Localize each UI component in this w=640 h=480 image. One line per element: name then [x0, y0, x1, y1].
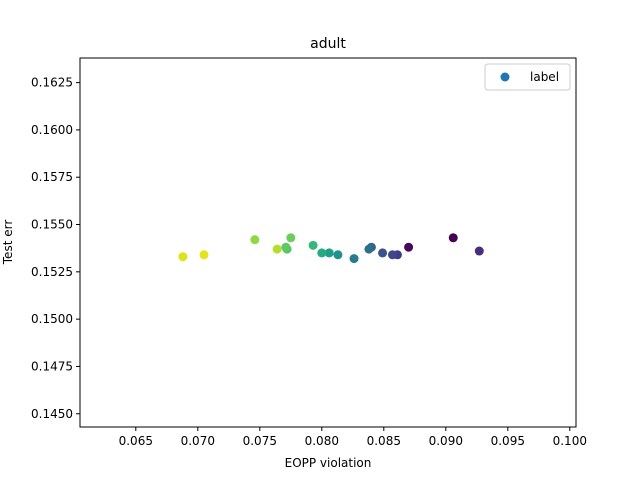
x-tick-label: 0.100 — [553, 434, 587, 448]
data-point — [199, 250, 209, 260]
y-tick-label: 0.1450 — [31, 407, 73, 421]
data-point — [286, 233, 296, 243]
data-point — [364, 244, 374, 254]
legend: label — [484, 63, 571, 91]
data-point — [272, 244, 282, 254]
y-tick-label: 0.1525 — [31, 265, 73, 279]
x-tick-label: 0.070 — [181, 434, 215, 448]
x-tick-label: 0.095 — [491, 434, 525, 448]
y-tick-label: 0.1500 — [31, 312, 73, 326]
data-point — [404, 242, 414, 252]
data-point — [281, 242, 291, 252]
data-point — [474, 246, 484, 256]
data-point — [378, 248, 388, 258]
plot-frame — [79, 57, 577, 428]
y-tick-label: 0.1600 — [31, 123, 73, 137]
y-axis-label: Test err — [1, 220, 15, 266]
data-point — [333, 250, 343, 260]
data-point — [178, 252, 188, 262]
x-tick-label: 0.075 — [243, 434, 277, 448]
data-points — [178, 233, 484, 264]
data-point — [349, 254, 359, 264]
data-point — [317, 248, 327, 258]
y-tick-label: 0.1550 — [31, 218, 73, 232]
data-point — [250, 235, 260, 245]
legend-label: label — [530, 70, 559, 84]
data-point — [387, 250, 397, 260]
x-tick-label: 0.080 — [305, 434, 339, 448]
legend-box — [484, 63, 571, 91]
data-point — [324, 248, 334, 258]
y-tick-label: 0.1475 — [31, 359, 73, 373]
y-axis-ticks: 0.1450 0.1475 0.1500 0.1525 0.1550 0.1575 0.16… — [31, 76, 80, 421]
data-point — [308, 240, 318, 250]
x-tick-label: 0.065 — [119, 434, 153, 448]
x-tick-label: 0.085 — [367, 434, 401, 448]
data-point — [448, 233, 458, 243]
legend-marker — [500, 72, 510, 82]
chart-title: adult — [310, 36, 346, 52]
x-axis-label: EOPP violation — [285, 456, 372, 470]
x-axis-ticks: 0.065 0.070 0.075 0.080 0.085 0.090 0.095 0.100 — [119, 427, 587, 448]
y-tick-label: 0.1575 — [31, 170, 73, 184]
x-tick-label: 0.090 — [429, 434, 463, 448]
y-tick-label: 0.1625 — [31, 76, 73, 90]
